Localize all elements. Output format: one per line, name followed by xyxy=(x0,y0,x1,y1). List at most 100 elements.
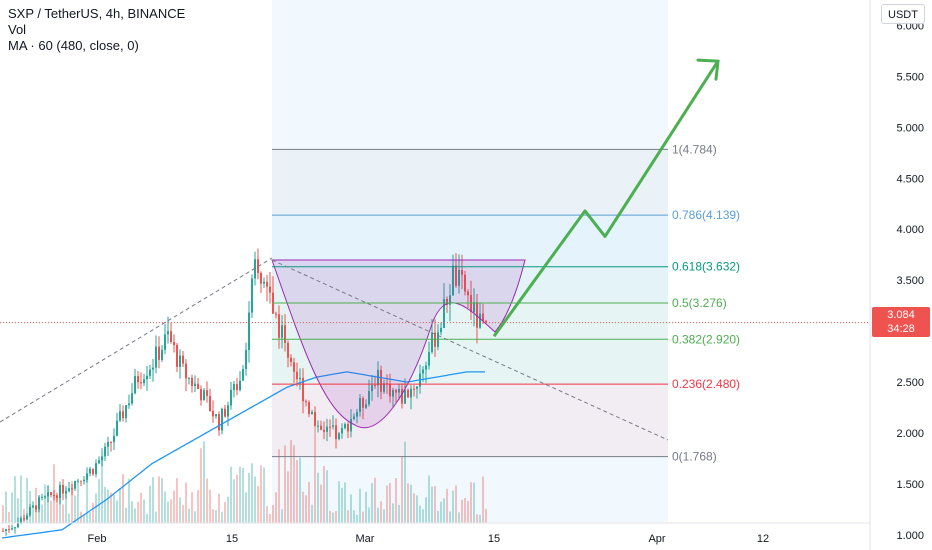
volume-bar xyxy=(452,490,454,523)
candle-body xyxy=(401,389,403,404)
volume-bar xyxy=(59,491,61,523)
volume-bar xyxy=(269,513,271,523)
volume-bar xyxy=(47,485,49,523)
candle-body xyxy=(212,411,214,417)
volume-bar xyxy=(332,512,334,523)
volume-bar xyxy=(425,497,427,523)
volume-bar xyxy=(320,484,322,523)
volume-bar xyxy=(353,510,355,523)
candle-body xyxy=(404,389,406,404)
volume-bar xyxy=(95,493,97,523)
candle-body xyxy=(89,468,91,474)
chart-legend: SXP / TetherUS, 4h, BINANCE Vol MA · 60 … xyxy=(8,6,185,54)
candle-body xyxy=(452,265,454,296)
volume-bar xyxy=(299,457,301,523)
volume-bar xyxy=(140,492,142,523)
volume-bar xyxy=(230,466,232,523)
volume-bar xyxy=(116,500,118,523)
candle-body xyxy=(59,484,61,499)
volume-bar xyxy=(482,476,484,523)
price-tick-label: 4.000 xyxy=(896,224,924,236)
candle-body xyxy=(152,367,154,370)
volume-bar xyxy=(290,440,292,523)
candle-body xyxy=(179,355,181,367)
candle-body xyxy=(356,411,358,417)
volume-bar xyxy=(287,471,289,523)
candle-body xyxy=(278,314,280,338)
candle-body xyxy=(233,384,235,390)
candle-body xyxy=(137,376,139,383)
volume-bar xyxy=(446,488,448,523)
volume-bar xyxy=(173,490,175,523)
volume-bar xyxy=(209,489,211,523)
price-axis[interactable]: 6.0005.5005.0004.5004.0003.5003.0002.500… xyxy=(896,20,924,541)
cup-pattern-shape[interactable] xyxy=(271,259,526,429)
fib-level-labels: 1(4.784) 0.786(4.139) 0.618(3.632) 0.5(3.27… xyxy=(672,142,740,463)
price-tick-label: 3.500 xyxy=(896,275,924,287)
fib-retracement-lines[interactable] xyxy=(272,148,668,458)
volume-legend[interactable]: Vol xyxy=(8,22,27,37)
candle-body xyxy=(116,420,118,436)
volume-bar xyxy=(485,508,487,523)
volume-bar xyxy=(350,494,352,523)
volume-bar xyxy=(158,476,160,523)
candle-body xyxy=(158,346,160,360)
price-tick-label: 2.500 xyxy=(896,377,924,389)
candle-body xyxy=(17,523,19,528)
volume-bar xyxy=(74,495,76,523)
volume-bar xyxy=(194,511,196,523)
candle-body xyxy=(218,414,220,431)
projection-arrow-path[interactable] xyxy=(492,60,720,338)
volume-bar xyxy=(365,491,367,523)
volume-bar xyxy=(476,514,478,523)
candle-body xyxy=(50,492,52,496)
candlesticks[interactable] xyxy=(2,248,487,536)
candle-body xyxy=(344,424,346,429)
volume-bar xyxy=(275,492,277,523)
fib-zone xyxy=(272,339,668,385)
candle-body xyxy=(110,442,112,444)
time-axis[interactable]: Feb 15 Mar 15 Apr 12 xyxy=(88,533,770,545)
candle-body xyxy=(308,402,310,414)
candle-body xyxy=(65,491,67,494)
volume-bar xyxy=(50,500,52,523)
volume-bar xyxy=(347,510,349,523)
candle-body xyxy=(485,321,487,323)
candle-body xyxy=(23,518,25,520)
candle-body xyxy=(8,529,10,531)
candle-body xyxy=(482,313,484,322)
volume-bar xyxy=(107,489,109,523)
candle-body xyxy=(236,384,238,391)
candle-body xyxy=(74,480,76,489)
time-tick-label: Feb xyxy=(88,533,107,545)
volume-bar xyxy=(62,504,64,523)
volume-bar xyxy=(17,498,19,523)
volume-bar xyxy=(254,476,256,523)
volume-bar xyxy=(77,483,79,523)
volume-bar xyxy=(122,474,124,523)
volume-bar xyxy=(311,504,313,523)
candle-body xyxy=(77,480,79,482)
currency-button[interactable]: USDT xyxy=(881,4,925,24)
trendline-rising[interactable] xyxy=(0,257,273,423)
candle-body xyxy=(35,505,37,510)
candle-body xyxy=(389,384,391,397)
volume-bar xyxy=(89,511,91,523)
candle-body xyxy=(470,295,472,313)
candle-body xyxy=(281,325,283,338)
ma-legend[interactable]: MA · 60 (480, close, 0) xyxy=(8,38,139,53)
trendline-fib-diagonal[interactable] xyxy=(271,259,669,441)
volume-bar xyxy=(149,485,151,523)
volume-bar xyxy=(383,509,385,523)
volume-bar xyxy=(128,478,130,523)
candle-body xyxy=(461,269,463,275)
volume-bar xyxy=(359,488,361,523)
candle-body xyxy=(149,369,151,376)
candle-body xyxy=(368,391,370,405)
volume-bar xyxy=(227,496,229,523)
symbol-line[interactable]: SXP / TetherUS, 4h, BINANCE xyxy=(8,6,186,21)
volume-bar xyxy=(101,456,103,523)
candle-body xyxy=(446,298,448,305)
volume-bar xyxy=(362,511,364,523)
